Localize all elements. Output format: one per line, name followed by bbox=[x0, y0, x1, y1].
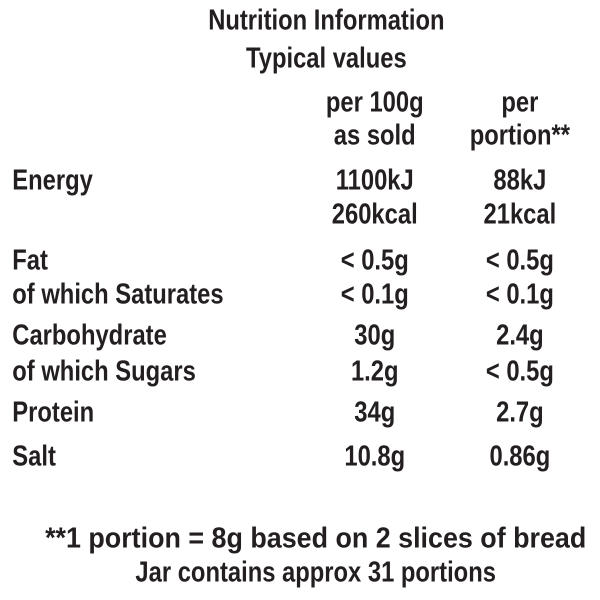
column-header: portion** bbox=[470, 118, 571, 151]
cell: 21kcal bbox=[484, 197, 557, 230]
label-text: Nutrition Information Typical values per… bbox=[12, 3, 586, 588]
footnote: Jar contains approx 31 portions bbox=[135, 555, 496, 588]
row-label: Protein bbox=[12, 395, 94, 428]
title: Nutrition Information bbox=[208, 3, 444, 36]
cell: 2.4g bbox=[496, 318, 544, 351]
cell: < 0.1g bbox=[341, 277, 409, 310]
cell: 88kJ bbox=[493, 163, 546, 196]
row-label: Fat bbox=[12, 243, 48, 276]
cell: 1100kJ bbox=[336, 163, 414, 196]
row-label: of which Saturates bbox=[12, 277, 223, 310]
column-header: per 100g bbox=[326, 85, 424, 118]
row-label: of which Sugars bbox=[12, 354, 196, 387]
cell: 30g bbox=[354, 318, 395, 351]
cell: < 0.5g bbox=[486, 243, 554, 276]
footnote: **1 portion = 8g based on 2 slices of br… bbox=[45, 521, 586, 554]
row-label: Energy bbox=[12, 163, 93, 196]
cell: 0.86g bbox=[489, 439, 550, 472]
row-label: Salt bbox=[12, 439, 56, 472]
cell: 260kcal bbox=[332, 197, 418, 230]
cell: < 0.5g bbox=[341, 243, 409, 276]
column-header: as sold bbox=[334, 118, 416, 151]
column-header: per bbox=[501, 85, 538, 118]
cell: 34g bbox=[354, 395, 395, 428]
subtitle: Typical values bbox=[246, 41, 407, 74]
cell: 10.8g bbox=[344, 439, 405, 472]
cell: < 0.5g bbox=[486, 354, 554, 387]
row-label: Carbohydrate bbox=[12, 318, 167, 351]
cell: 1.2g bbox=[351, 354, 399, 387]
cell: 2.7g bbox=[496, 395, 544, 428]
cell: < 0.1g bbox=[486, 277, 554, 310]
